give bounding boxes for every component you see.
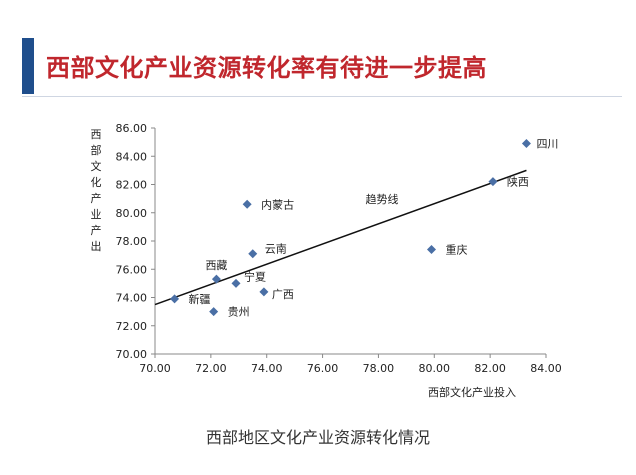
data-point-marker [259,287,269,297]
data-point-marker [242,199,252,209]
data-point-label: 云南 [265,243,287,256]
x-tick-label: 70.00 [139,362,171,375]
chart-axes: 70.00 72.00 74.00 76.00 78.00 80.00 82.00 84.00… [91,122,562,399]
data-point-label: 广西 [272,288,294,301]
y-tick-label: 74.00 [116,292,148,305]
y-tick-label: 70.00 [116,348,148,361]
x-tick-label: 82.00 [474,362,506,375]
x-tick-label: 72.00 [195,362,227,375]
data-point-label: 西藏 [205,259,227,272]
trendline-label: 趋势线 [366,192,399,206]
data-point-marker [231,278,241,288]
y-axis-title-char: 部 [91,143,102,157]
y-axis-title-char: 文 [91,159,102,173]
y-axis-title-char: 业 [91,208,102,221]
data-point-marker [521,139,531,149]
data-point-label: 四川 [536,138,558,151]
data-point-label: 内蒙古 [261,197,294,211]
x-axis-title: 西部文化产业投入 [428,385,516,399]
x-tick-label: 78.00 [363,362,395,375]
chart-caption: 西部地区文化产业资源转化情况 [205,428,430,447]
x-tick-label: 74.00 [251,362,283,375]
data-point-label: 新疆 [189,292,211,306]
y-axis-title: 西部文化产业产出 [91,128,102,253]
y-axis-title-char: 产 [91,223,102,237]
data-point-label: 宁夏 [244,269,266,283]
data-point-marker [211,274,221,284]
data-point-marker [248,249,258,259]
y-axis-title-char: 产 [91,191,102,205]
data-point-marker [209,307,219,317]
y-axis-title-char: 出 [91,239,102,253]
data-point-marker [170,294,180,304]
data-point-label: 重庆 [445,242,467,256]
title-divider [22,96,622,97]
trendline-layer: 趋势线 [154,169,527,306]
x-tick-label: 76.00 [307,362,339,375]
y-tick-label: 72.00 [116,320,148,333]
trendline [154,169,527,306]
data-point-marker [488,177,498,187]
data-point-label: 陕西 [507,175,529,189]
data-point-marker [426,244,436,254]
y-axis-title-char: 化 [91,175,102,189]
title-accent-bar [22,38,34,94]
y-tick-label: 84.00 [116,150,148,163]
y-tick-label: 82.00 [116,179,148,192]
x-tick-label: 80.00 [419,362,451,375]
page-title: 西部文化产业资源转化率有待进一步提高 [46,53,487,82]
data-point-label: 贵州 [228,306,250,319]
y-tick-label: 80.00 [116,207,148,220]
x-tick-label: 84.00 [530,362,562,375]
y-tick-label: 86.00 [116,122,148,135]
y-tick-label: 76.00 [116,263,148,276]
y-tick-label: 78.00 [116,235,148,248]
y-axis-title-char: 西 [91,128,102,141]
